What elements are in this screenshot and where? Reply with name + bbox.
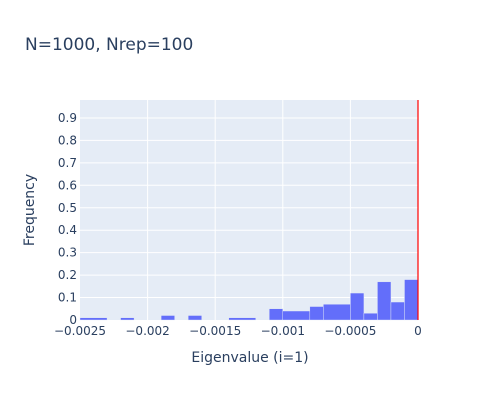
x-tick-label: −0.002 — [125, 324, 169, 338]
histogram-bar — [377, 281, 392, 321]
x-axis-ticks: −0.0025 −0.002 −0.0015 −0.001 −0.0005 0 — [54, 324, 422, 338]
y-tick-label: 0.8 — [58, 133, 77, 147]
histogram-bar — [390, 301, 405, 321]
histogram-bar — [160, 315, 175, 321]
x-tick-label: −0.0015 — [189, 324, 241, 338]
grid-layer — [80, 100, 418, 320]
y-axis-ticks: 0 0.1 0.2 0.3 0.4 0.5 0.6 0.7 0.8 0.9 — [58, 111, 77, 327]
chart-title: N=1000, Nrep=100 — [25, 35, 193, 55]
x-tick-label: 0 — [414, 324, 422, 338]
histogram-bar — [228, 317, 256, 321]
y-tick-label: 0.1 — [58, 291, 77, 305]
histogram-bar — [120, 317, 135, 321]
plot-background — [80, 100, 418, 320]
histogram-bar — [323, 304, 351, 321]
y-tick-label: 0.6 — [58, 178, 77, 192]
y-axis-label: Frequency — [22, 174, 38, 246]
histogram-bar — [187, 315, 202, 321]
y-tick-label: 0.3 — [58, 246, 77, 260]
histogram-bar — [404, 279, 419, 321]
x-tick-label: −0.001 — [261, 324, 305, 338]
x-tick-label: −0.0005 — [324, 324, 376, 338]
histogram-bar — [79, 317, 108, 321]
x-tick-label: −0.0025 — [54, 324, 106, 338]
y-tick-label: 0.5 — [58, 201, 77, 215]
histogram-bar — [309, 306, 324, 321]
y-tick-label: 0.7 — [58, 156, 77, 170]
y-tick-label: 0 — [69, 313, 77, 327]
histogram-bar — [282, 310, 311, 321]
bars-layer — [79, 279, 419, 321]
x-axis-label: Eigenvalue (i=1) — [191, 350, 308, 366]
histogram-bar — [363, 313, 378, 321]
y-tick-label: 0.9 — [58, 111, 77, 125]
y-tick-label: 0.2 — [58, 268, 77, 282]
y-tick-label: 0.4 — [58, 223, 77, 237]
histogram-bar — [269, 308, 283, 321]
histogram-bar — [350, 292, 365, 321]
